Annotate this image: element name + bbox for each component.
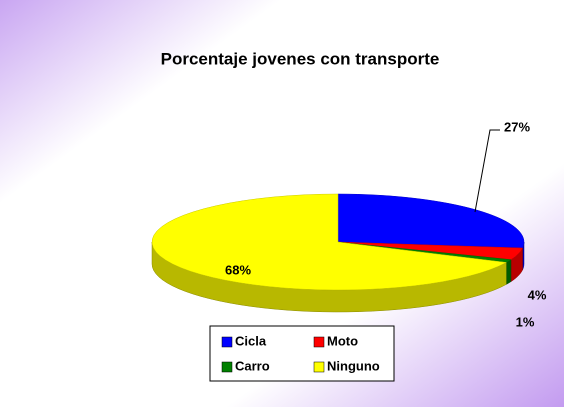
data-label: 4% xyxy=(528,287,547,302)
labels: 27% 4% 1% 68% xyxy=(225,119,547,329)
slice xyxy=(151,193,508,291)
legend-box xyxy=(209,325,395,382)
leader-line xyxy=(474,129,500,213)
data-label: 1% xyxy=(516,314,535,329)
slice-side xyxy=(506,259,512,285)
pie xyxy=(151,193,525,313)
legend-swatch xyxy=(313,336,325,348)
slice xyxy=(337,193,525,249)
legend: Cicla Moto Carro Ninguno xyxy=(221,333,380,373)
chart-title: Porcentaje jovenes con transporte xyxy=(161,49,440,68)
legend-label: Carro xyxy=(235,358,270,373)
data-label: 27% xyxy=(504,119,530,134)
legend-swatch xyxy=(221,336,233,348)
legend-label: Cicla xyxy=(235,333,267,348)
legend-label: Ninguno xyxy=(327,358,380,373)
legend-label: Moto xyxy=(327,333,358,348)
data-label: 68% xyxy=(225,262,251,277)
legend-swatch xyxy=(313,361,325,373)
legend-swatch xyxy=(221,361,233,373)
